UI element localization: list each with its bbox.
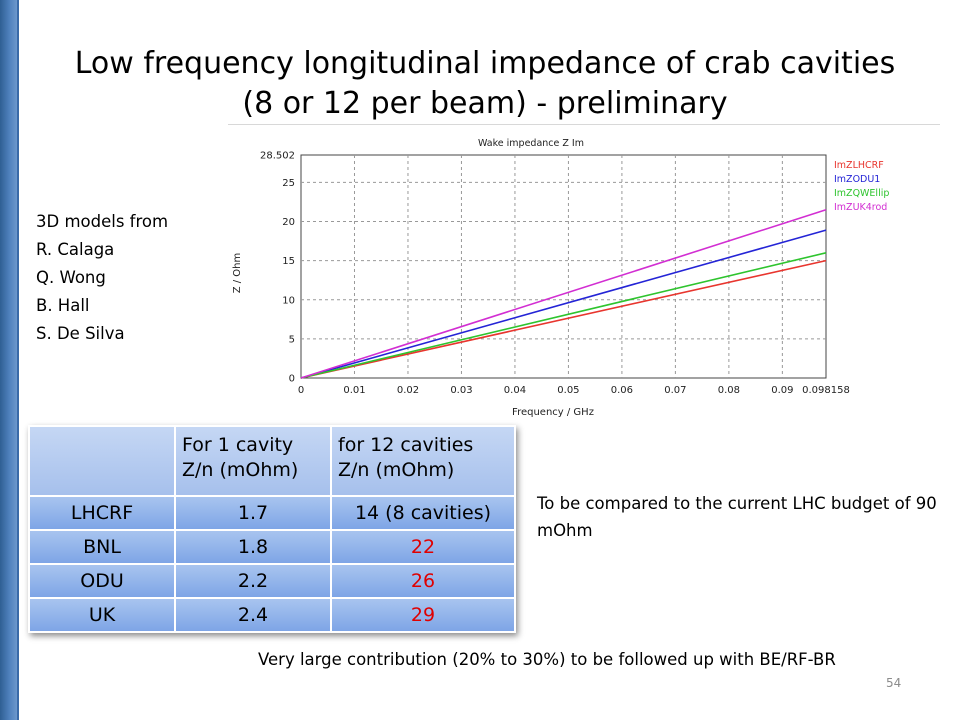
chart-xlabel: Frequency / GHz (512, 407, 594, 418)
table-cell-twelve-cavities: 29 (330, 597, 516, 633)
table-cell-name: ODU (28, 563, 176, 599)
impedance-table: For 1 cavity Z/n (mOhm) for 12 cavities … (28, 425, 516, 633)
table-header-cell (28, 425, 176, 497)
table-row: UK 2.4 29 (28, 597, 516, 633)
chart-legend-entry: ImZUK4rod (834, 202, 887, 213)
slide-title: Low frequency longitudinal impedance of … (40, 44, 930, 124)
table-cell-one-cavity: 1.8 (174, 529, 332, 565)
table-cell-twelve-cavities: 26 (330, 563, 516, 599)
table-cell-twelve-cavities: 14 (8 cavities) (330, 495, 516, 531)
budget-note: To be compared to the current LHC budget… (537, 494, 937, 540)
chart-series-line (300, 229, 827, 379)
authors-line: B. Hall (36, 296, 90, 315)
chart-ytick-label: 5 (289, 334, 295, 345)
footer-text: Very large contribution (20% to 30%) to … (258, 650, 836, 669)
chart-legend-entry: ImZQWEllip (834, 188, 889, 199)
authors-line: S. De Silva (36, 324, 125, 343)
table-cell-twelve-cavities: 22 (330, 529, 516, 565)
chart-xtick-label: 0.01 (343, 385, 365, 396)
chart-series-line (300, 259, 827, 379)
chart-xtick-label: 0.03 (450, 385, 472, 396)
authors-line: R. Calaga (36, 240, 115, 259)
chart-xtick-label: 0.07 (664, 385, 686, 396)
chart-xtick-label: 0.098158 (802, 385, 850, 396)
slide-accent-bar (0, 0, 19, 720)
chart-xtick-label: 0 (298, 385, 304, 396)
chart-xtick-label: 0.09 (771, 385, 793, 396)
chart-legend-entry: ImZODU1 (834, 174, 880, 185)
table-cell-one-cavity: 2.2 (174, 563, 332, 599)
slide-title-line1: Low frequency longitudinal impedance of … (74, 46, 896, 81)
chart-title: Wake impedance Z Im (478, 138, 584, 149)
chart-ytick-label: 20 (282, 217, 295, 228)
chart-ytick-label: 28.502 (260, 151, 295, 162)
chart-xtick-label: 0.08 (718, 385, 740, 396)
chart-xtick-label: 0.04 (504, 385, 526, 396)
authors-list: 3D models from R. Calaga Q. Wong B. Hall… (36, 208, 168, 348)
table-cell-name: BNL (28, 529, 176, 565)
chart-plot-frame (300, 154, 827, 379)
impedance-chart: Wake impedance Z Im Frequency / GHz Z / … (228, 124, 940, 421)
slide-title-line2: (8 or 12 per beam) - preliminary (242, 86, 728, 121)
table-header-cell: For 1 cavity Z/n (mOhm) (174, 425, 332, 497)
authors-line: Q. Wong (36, 268, 106, 287)
table-row: BNL 1.8 22 (28, 529, 516, 565)
chart-ytick-label: 15 (282, 256, 295, 267)
chart-series-line (300, 209, 827, 379)
page-number: 54 (886, 676, 902, 690)
chart-xtick-label: 0.02 (397, 385, 419, 396)
table-header-cell: for 12 cavities Z/n (mOhm) (330, 425, 516, 497)
table-cell-one-cavity: 1.7 (174, 495, 332, 531)
table-header-row: For 1 cavity Z/n (mOhm) for 12 cavities … (28, 425, 516, 497)
table-cell-name: LHCRF (28, 495, 176, 531)
chart-ytick-label: 10 (282, 295, 295, 306)
chart-ytick-label: 25 (282, 178, 295, 189)
chart-ylabel: Z / Ohm (232, 253, 243, 294)
table-row: ODU 2.2 26 (28, 563, 516, 599)
authors-line: 3D models from (36, 212, 169, 231)
table-row: LHCRF 1.7 14 (8 cavities) (28, 495, 516, 531)
table-cell-one-cavity: 2.4 (174, 597, 332, 633)
chart-series-line (300, 252, 827, 379)
chart-xtick-label: 0.06 (611, 385, 633, 396)
chart-ytick-label: 0 (289, 374, 295, 385)
chart-xtick-label: 0.05 (557, 385, 579, 396)
impedance-chart-svg: Wake impedance Z Im Frequency / GHz Z / … (232, 138, 889, 418)
chart-legend-entry: ImZLHCRF (834, 160, 884, 171)
table-cell-name: UK (28, 597, 176, 633)
